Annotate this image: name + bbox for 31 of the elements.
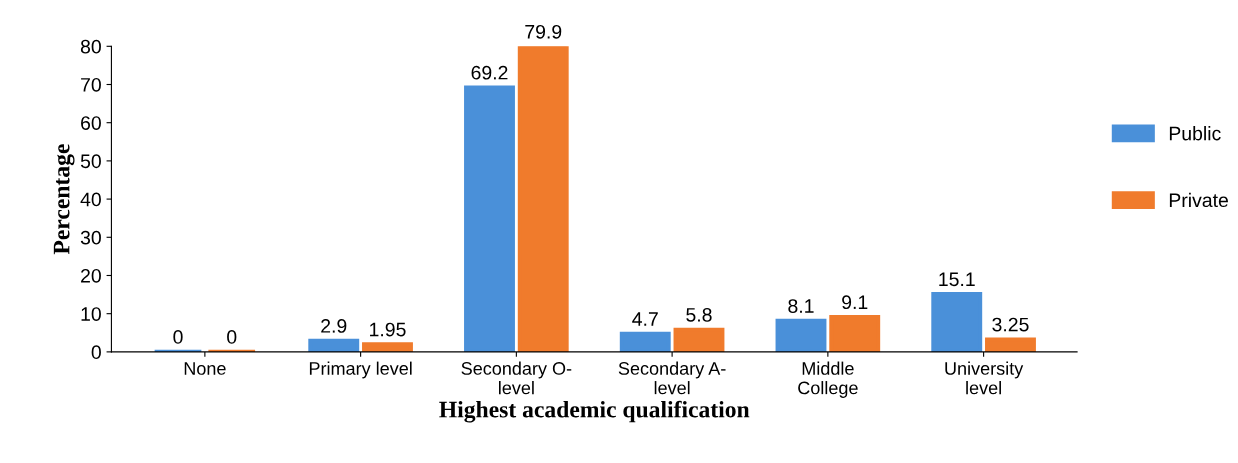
x-tick-label: Secondary O- level (461, 361, 572, 395)
y-tick-label: 50 (80, 154, 101, 169)
y-tick-label: 20 (81, 268, 101, 283)
x-axis-title: Highest academic qualification (439, 400, 750, 423)
x-tick-label: None (184, 362, 226, 375)
y-axis-title: Percentage (53, 144, 75, 255)
y-tick-label: 10 (81, 307, 101, 321)
data-label: 69.2 (471, 65, 508, 80)
data-label: 2.9 (321, 319, 347, 333)
legend-label: Private (1169, 192, 1228, 208)
x-tick-label: Primary level (309, 361, 412, 379)
data-label: 9.1 (842, 295, 868, 310)
y-tick-label: 80 (80, 39, 101, 54)
data-label: 0 (227, 330, 237, 344)
data-label: 15.1 (939, 272, 975, 287)
x-tick-label: Middle College (798, 361, 858, 398)
data-label: 0 (173, 330, 183, 344)
x-tick-label: Secondary A- level (618, 361, 726, 395)
data-label: 4.7 (632, 312, 658, 326)
y-tick-label: 40 (80, 192, 101, 207)
data-label: 79.9 (525, 24, 562, 39)
y-tick-label: 70 (81, 77, 101, 92)
data-label: 3.25 (992, 317, 1029, 332)
data-label: 5.8 (686, 307, 712, 322)
y-tick-label: 60 (81, 116, 101, 130)
y-tick-label: 30 (80, 230, 101, 245)
y-tick-label: 0 (91, 345, 101, 360)
legend-label: Public (1169, 126, 1221, 141)
data-label: 8.1 (788, 299, 814, 313)
data-label: 1.95 (370, 322, 406, 337)
x-tick-label: University level (945, 361, 1024, 395)
